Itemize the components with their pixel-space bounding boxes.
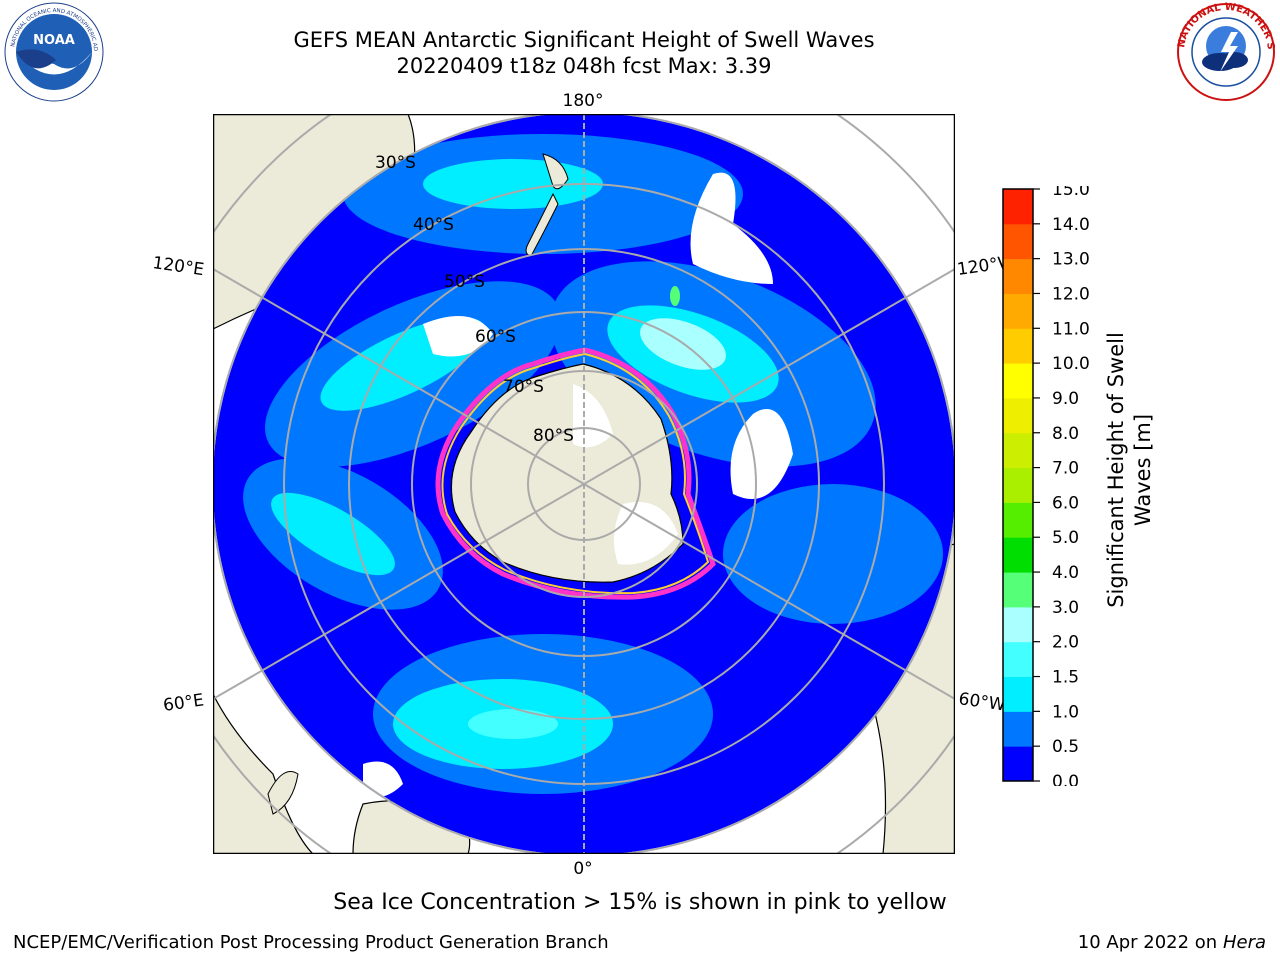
date-host: Hera bbox=[1222, 932, 1266, 953]
lon-label-120e: 120°E bbox=[151, 253, 205, 280]
lat-label-60s: 60°S bbox=[475, 327, 516, 347]
chart-title: GEFS MEAN Antarctic Significant Height o… bbox=[293, 28, 875, 52]
credit-text: NCEP/EMC/Verification Post Processing Pr… bbox=[13, 932, 609, 953]
sea-ice-edge bbox=[435, 347, 716, 600]
colorbar-tick-label: 5.0 bbox=[1052, 528, 1079, 548]
date-text: 10 Apr 2022 on Hera bbox=[1078, 932, 1266, 953]
graticule bbox=[213, 114, 955, 854]
colorbar-segment bbox=[1003, 502, 1033, 538]
new-zealand-land bbox=[525, 153, 569, 257]
colorbar-label-line2: Waves [m] bbox=[1131, 414, 1155, 526]
colorbar-segment bbox=[1003, 363, 1033, 399]
colorbar-segment bbox=[1003, 606, 1033, 643]
lon-label-0: 0° bbox=[573, 859, 592, 879]
colorbar-segment bbox=[1003, 223, 1033, 260]
colorbar-segment bbox=[1003, 711, 1033, 747]
lat-label-80s: 80°S bbox=[533, 426, 574, 446]
colorbar-segment bbox=[1003, 746, 1033, 782]
colorbar: 0.0 0.5 1.0 1.5 2.0 3.0 4.0 5.0 6.0 7.0 8.0 9.0 10.0… bbox=[1002, 186, 1155, 786]
svg-text:NOAA: NOAA bbox=[33, 33, 75, 48]
colorbar-tick-label: 11.0 bbox=[1052, 319, 1090, 339]
colorbar-segment bbox=[1003, 467, 1033, 503]
noaa-logo-icon: NOAA NATIONAL OCEANIC AND ATMOSPHERIC AD… bbox=[4, 2, 104, 102]
chart-subtitle: 20220409 t18z 048h fcst Max: 3.39 bbox=[396, 54, 772, 78]
colorbar-segment bbox=[1003, 641, 1033, 678]
colorbar-segment bbox=[1003, 537, 1033, 573]
lat-label-70s: 70°S bbox=[503, 377, 544, 397]
colorbar-segment bbox=[1003, 432, 1033, 469]
colorbar-tick-label: 8.0 bbox=[1052, 424, 1079, 444]
colorbar-segment bbox=[1003, 258, 1033, 294]
colorbar-tick-label: 9.0 bbox=[1052, 389, 1079, 409]
colorbar-tick-label: 6.0 bbox=[1052, 493, 1079, 513]
colorbar-segment bbox=[1003, 572, 1033, 608]
lat-label-30s: 30°S bbox=[375, 153, 416, 173]
colorbar-tick-label: 0.0 bbox=[1052, 772, 1079, 786]
colorbar-tick-label: 4.0 bbox=[1052, 563, 1079, 583]
colorbar-tick-label: 2.0 bbox=[1052, 633, 1079, 653]
colorbar-tick-label: 7.0 bbox=[1052, 459, 1079, 479]
nws-logo-icon: NATIONAL WEATHER SERVICE bbox=[1176, 2, 1276, 101]
sea-ice-note: Sea Ice Concentration > 15% is shown in … bbox=[333, 890, 947, 915]
colorbar-tick-label: 1.5 bbox=[1052, 668, 1079, 688]
colorbar-tick-label: 15.0 bbox=[1052, 186, 1090, 200]
date-label: 10 Apr 2022 on bbox=[1077, 932, 1223, 953]
colorbar-label-line1: Significant Height of Swell bbox=[1104, 332, 1128, 608]
colorbar-segment bbox=[1003, 676, 1033, 712]
lon-label-180: 180° bbox=[563, 91, 604, 111]
colorbar-segment bbox=[1003, 397, 1033, 434]
colorbar-tick-label: 13.0 bbox=[1052, 250, 1090, 270]
africa-land bbox=[213, 693, 314, 854]
colorbar-segment bbox=[1003, 189, 1033, 225]
colorbar-tick-label: 10.0 bbox=[1052, 354, 1090, 374]
colorbar-segment bbox=[1003, 328, 1033, 364]
colorbar-tick-label: 0.5 bbox=[1052, 737, 1079, 757]
colorbar-tick-label: 1.0 bbox=[1052, 702, 1079, 722]
colorbar-tick-label: 3.0 bbox=[1052, 598, 1079, 618]
colorbar-segment bbox=[1003, 293, 1033, 329]
lon-label-60e: 60°E bbox=[162, 690, 205, 715]
lat-label-40s: 40°S bbox=[413, 215, 454, 235]
antarctic-swell-map: 30°S 40°S 50°S 60°S 70°S 80°S bbox=[213, 114, 955, 854]
madagascar-land bbox=[267, 771, 299, 815]
colorbar-tick-label: 12.0 bbox=[1052, 284, 1090, 304]
colorbar-tick-label: 14.0 bbox=[1052, 215, 1090, 235]
lat-label-50s: 50°S bbox=[444, 272, 485, 292]
